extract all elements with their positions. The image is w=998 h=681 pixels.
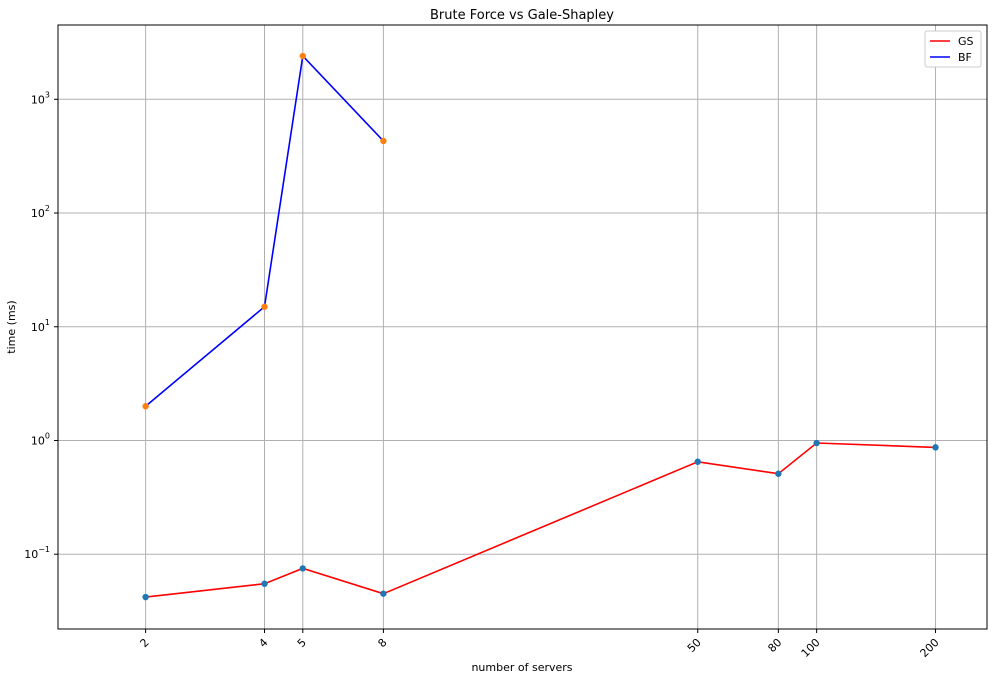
y-tick-label: 101 — [31, 318, 50, 334]
legend: GS BF — [924, 30, 982, 68]
data-point-gs — [142, 593, 149, 601]
y-axis-label: time (ms) — [5, 300, 18, 353]
series-layer — [142, 52, 939, 601]
y-tick-label: 10−1 — [24, 545, 50, 561]
data-point-bf — [142, 403, 149, 410]
y-axis-ticks: 10−1 100 101 102 103 — [24, 90, 58, 561]
data-point-gs — [380, 590, 387, 597]
data-point-gs — [932, 444, 939, 451]
legend-label-bf: BF — [958, 51, 972, 64]
data-point-bf — [261, 303, 268, 310]
data-point-gs — [775, 470, 782, 477]
y-tick-label: 100 — [31, 431, 50, 447]
legend-box — [924, 30, 982, 68]
series-gs — [142, 439, 939, 601]
legend-label-gs: GS — [958, 35, 974, 48]
series-bf — [142, 52, 387, 410]
chart-title: Brute Force vs Gale-Shapley — [430, 8, 614, 23]
y-tick-label: 103 — [31, 90, 50, 106]
data-point-gs — [813, 439, 820, 447]
x-axis-label: number of servers — [471, 661, 572, 674]
data-point-gs — [694, 458, 701, 465]
grid — [58, 25, 987, 629]
y-tick-label: 102 — [31, 204, 50, 220]
data-point-bf — [299, 52, 306, 60]
series-line-bf — [145, 54, 384, 407]
data-point-gs — [299, 565, 306, 572]
series-line-gs — [145, 442, 936, 598]
data-point-gs — [261, 580, 268, 587]
data-point-bf — [380, 137, 387, 145]
